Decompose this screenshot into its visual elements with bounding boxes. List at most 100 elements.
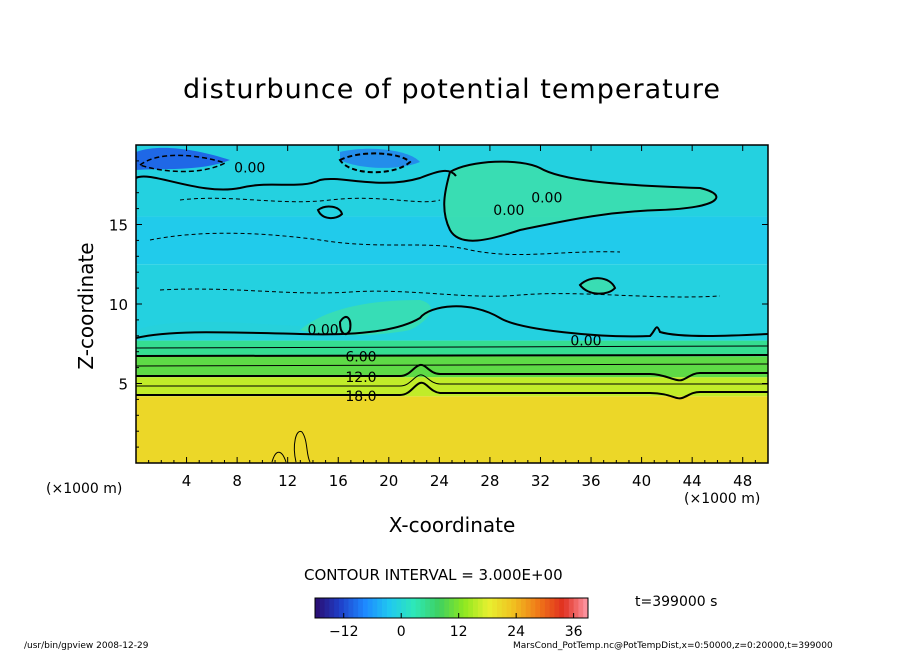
- colorbar-cell: [415, 598, 421, 618]
- contour-line-0-islet: [578, 277, 617, 295]
- colorbar-tick-label-0: −12: [329, 624, 359, 640]
- cold-patch-top-left: [136, 147, 230, 170]
- colorbar-cell: [343, 598, 349, 618]
- field-band-2: [136, 356, 768, 378]
- contour-line-15: [136, 374, 768, 387]
- colorbar-cell: [353, 598, 359, 618]
- colorbar-cell: [429, 598, 436, 618]
- contour-line-0-warm: [443, 160, 718, 242]
- contour-dashed-mid-2: [159, 288, 721, 298]
- time-label: t=399000 s: [635, 594, 718, 610]
- colorbar-cell: [420, 598, 426, 618]
- colorbar-cell: [549, 598, 555, 618]
- colorbar-cell: [564, 598, 570, 618]
- colorbar-cell: [377, 598, 383, 618]
- colorbar-cell: [525, 598, 531, 618]
- colorbar-cell: [449, 598, 455, 618]
- contour-label-4: 0.00: [570, 334, 601, 350]
- colorbar-cell: [362, 598, 369, 618]
- contour-line-9: [136, 363, 768, 367]
- colorbar-cell: [506, 598, 512, 618]
- colorbar-cell: [324, 598, 330, 618]
- contour-dashed-top: [138, 154, 227, 173]
- colorbar-cell: [410, 598, 416, 618]
- colorbar-cell: [530, 598, 536, 618]
- contour-dashed-upper: [179, 197, 441, 203]
- colorbar-cell: [391, 598, 397, 618]
- footer-command: /usr/bin/gpview 2008-12-29: [24, 641, 149, 651]
- colorbar-cell: [329, 598, 335, 618]
- contour-label-0: 0.00: [234, 160, 265, 176]
- colorbar-cell: [458, 598, 464, 618]
- contour-layer: [136, 152, 768, 463]
- y-tick-label-2: 15: [109, 217, 128, 235]
- colorbar-cell: [367, 598, 373, 618]
- contour-foot-1: [293, 430, 311, 463]
- x-tick-label-11: 48: [733, 472, 752, 490]
- contour-line-6: [136, 354, 768, 357]
- x-tick-label-5: 24: [430, 472, 449, 490]
- colorbar-cell: [358, 598, 364, 618]
- x-tick-label-1: 8: [232, 472, 242, 490]
- contour-dashed-top-2: [338, 152, 412, 174]
- colorbar-cell: [319, 598, 325, 618]
- colorbar-cell: [434, 598, 440, 618]
- contour-label-3: 0.00: [307, 322, 338, 338]
- colorbar-cell: [348, 598, 354, 618]
- colorbar: −12 0 12 24 36: [314, 597, 589, 640]
- warm-patch-upper: [444, 161, 717, 241]
- colorbar-cell: [477, 598, 484, 618]
- colorbar-cell: [401, 598, 407, 618]
- field-band-3: [136, 340, 768, 357]
- contour-label-6: 12.0: [345, 370, 376, 386]
- colorbar-cell: [578, 598, 584, 618]
- contour-line-0-islet-3: [338, 315, 352, 336]
- contour-line-0-low: [136, 305, 768, 339]
- contour-line-12: [136, 363, 768, 382]
- contour-label-5: 6.00: [345, 349, 376, 365]
- x-tick-label-4: 20: [379, 472, 398, 490]
- field-band-0: [136, 396, 768, 463]
- contour-label-layer: 0.00 0.00 0.00 0.00 0.00 6.00 12.0 18.0: [234, 160, 601, 405]
- colorbar-cell: [425, 598, 431, 618]
- contour-label-1: 0.00: [531, 190, 562, 206]
- colorbar-cell: [511, 598, 517, 618]
- x-tick-label-8: 36: [581, 472, 600, 490]
- colorbar-frame: [314, 597, 589, 619]
- x-tick-label-2: 12: [278, 472, 297, 490]
- colorbar-cell: [372, 598, 378, 618]
- x-tick-label-0: 4: [182, 472, 192, 490]
- colorbar-cell: [473, 598, 479, 618]
- colorbar-cell: [544, 598, 551, 618]
- contour-foot-2: [271, 451, 287, 463]
- x-unit-right: (×1000 m): [684, 491, 761, 507]
- colorbar-cell: [554, 598, 560, 618]
- colorbar-cell: [463, 598, 469, 618]
- blob-layer: [136, 147, 717, 338]
- colorbar-cell: [520, 598, 527, 618]
- teal-patch-right: [580, 278, 615, 294]
- colorbar-cell: [444, 598, 450, 618]
- colorbar-cell: [540, 598, 546, 618]
- x-axis-label: X-coordinate: [388, 513, 516, 537]
- contour-label-2: 0.00: [493, 203, 524, 219]
- colorbar-cell: [338, 598, 345, 618]
- colorbar-cell: [386, 598, 393, 618]
- x-unit-left: (×1000 m): [46, 481, 123, 497]
- colorbar-cell: [406, 598, 412, 618]
- contour-line-0-islet-2: [316, 205, 344, 220]
- colorbar-cell: [482, 598, 488, 618]
- colorbar-tick-label-4: 36: [565, 624, 583, 640]
- colorbar-tick-label-1: 0: [397, 624, 406, 640]
- x-tick-label-9: 40: [632, 472, 651, 490]
- contour-interval-label: CONTOUR INTERVAL = 3.000E+00: [304, 566, 563, 584]
- colorbar-cell: [453, 598, 460, 618]
- colorbar-cell: [439, 598, 445, 618]
- colorbar-cell: [487, 598, 493, 618]
- colorbar-cell: [396, 598, 402, 618]
- colorbar-cell: [492, 598, 498, 618]
- colorbar-tick-label-3: 24: [507, 624, 525, 640]
- contour-line-0-upper: [136, 170, 457, 191]
- y-tick-label-1: 10: [109, 296, 128, 314]
